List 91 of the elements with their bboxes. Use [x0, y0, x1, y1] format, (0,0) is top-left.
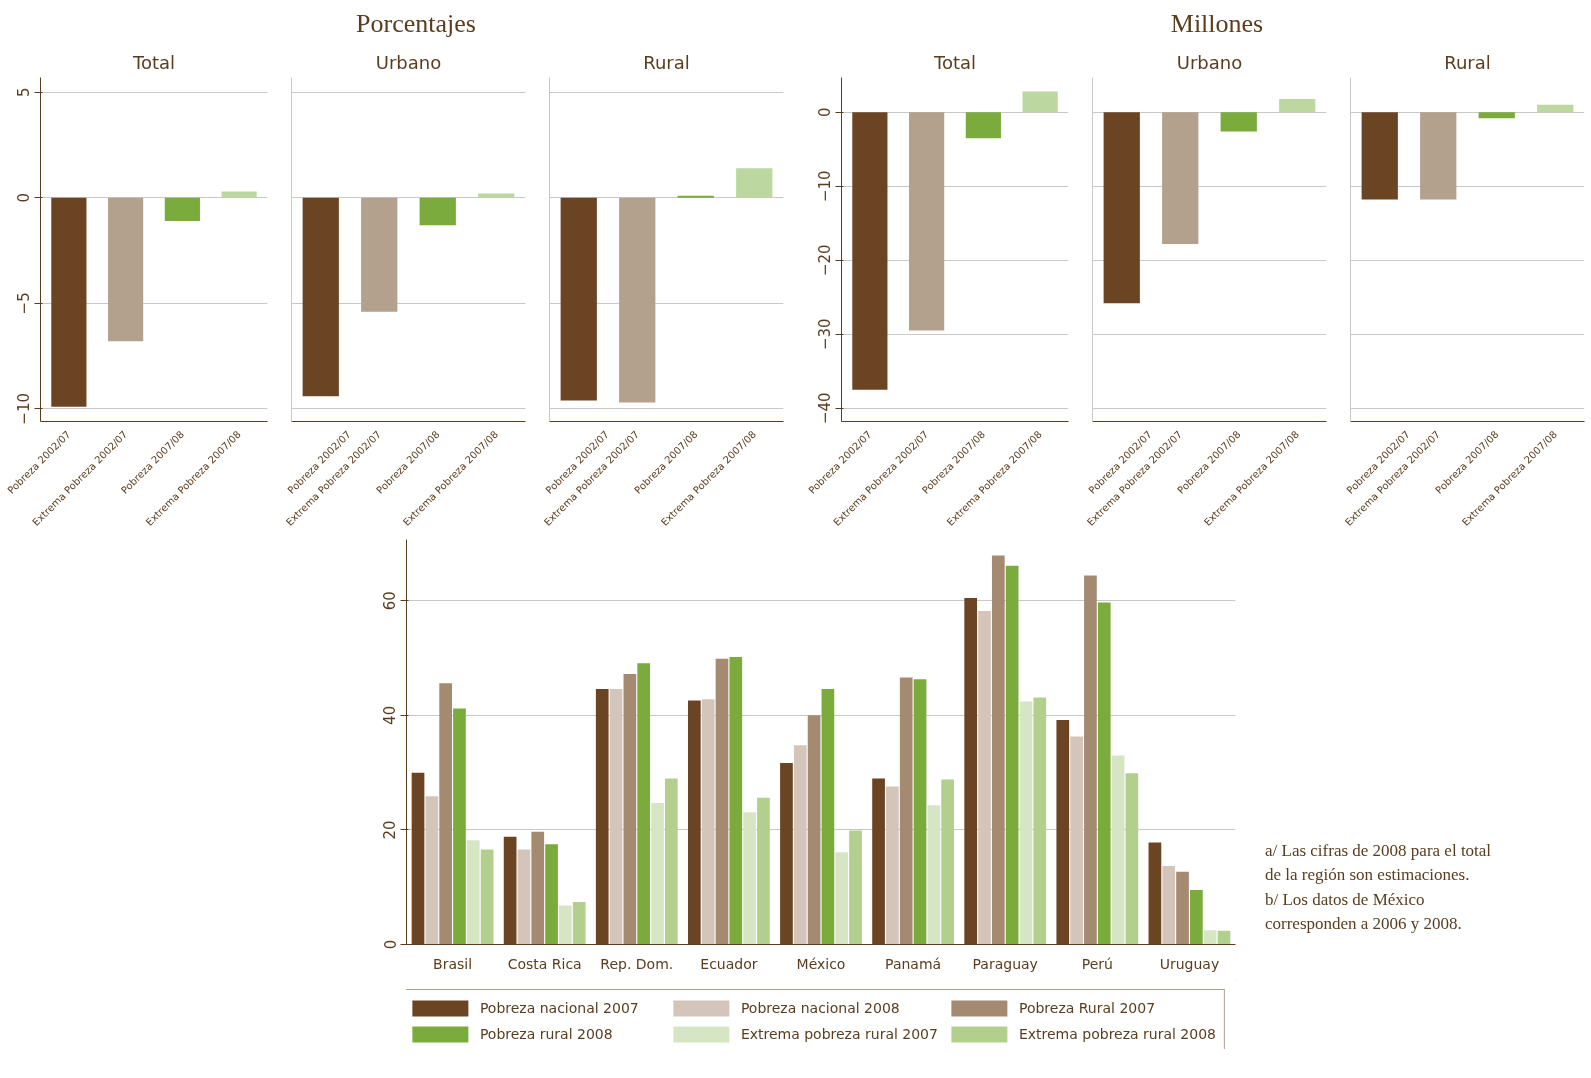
bar: [572, 902, 586, 945]
y-tick-label: 0: [15, 193, 34, 203]
bar: [886, 786, 899, 945]
chart-subtitle: Rural: [1444, 51, 1491, 73]
bar: [1203, 930, 1217, 945]
bar: [517, 849, 531, 945]
bar: [439, 683, 452, 945]
bar: [503, 836, 517, 945]
x-tick-label: Rep. Dom.: [600, 955, 674, 972]
bar: [899, 677, 913, 945]
bar: [1148, 842, 1162, 945]
bar: [466, 840, 480, 945]
bar: [1056, 719, 1070, 945]
bar: [664, 778, 678, 945]
y-tick-label: −20: [816, 244, 835, 277]
bar: [835, 852, 849, 945]
bar: [807, 715, 821, 945]
bar: [1019, 701, 1033, 945]
y-tick-label: 0: [816, 107, 835, 118]
bar: [1162, 866, 1176, 945]
legend-label: Extrema pobreza rural 2007: [740, 1026, 938, 1042]
legend-label: Pobreza Rural 2007: [1018, 1000, 1157, 1016]
bar: [780, 762, 793, 945]
bar: [701, 699, 715, 945]
y-tick-label: −5: [15, 292, 34, 315]
y-tick-label: −40: [816, 392, 835, 425]
x-tick-label: Costa Rica: [507, 955, 582, 972]
bar: [623, 674, 637, 945]
y-tick-label: 5: [15, 87, 34, 98]
x-tick-label: Ecuador: [700, 955, 758, 972]
text: b/ Los datos de México corresponden a 2006 y 2008.: [1265, 889, 1462, 933]
bar: [480, 849, 494, 945]
bar: [1070, 736, 1083, 945]
chart-subtitle: Urbano: [375, 51, 442, 73]
bar: [559, 905, 572, 945]
bar: [637, 663, 651, 945]
chart-subtitle: Rural: [643, 51, 690, 73]
bar: [872, 778, 885, 945]
bar: [743, 812, 756, 945]
chart-subtitle: Total: [131, 51, 176, 73]
bar: [1097, 602, 1111, 945]
bar: [964, 597, 978, 945]
bar: [1005, 565, 1019, 945]
bar: [849, 830, 862, 945]
y-tick-label: 40: [381, 705, 400, 725]
legend-label: Pobreza nacional 2007: [479, 1000, 640, 1016]
bar: [729, 656, 743, 945]
bar: [651, 803, 664, 945]
bar: [1111, 755, 1125, 945]
bar: [1033, 697, 1047, 945]
text: a/ Las cifras de 2008 para el total de la región son estimaciones.: [1265, 841, 1492, 885]
legend-label: Extrema pobreza rural 2008: [1018, 1026, 1216, 1042]
chart-title: Millones: [1170, 8, 1264, 40]
bar: [715, 658, 729, 945]
y-tick-label: 60: [381, 591, 400, 611]
bar: [531, 831, 545, 945]
bar: [411, 772, 425, 945]
legend-label: Pobreza nacional 2008: [740, 1000, 901, 1016]
y-tick-label: −10: [816, 170, 835, 203]
chart-title: Porcentajes: [356, 8, 476, 40]
x-tick-label: Brasil: [433, 955, 473, 972]
bar: [978, 611, 991, 945]
y-tick-label: 0: [381, 939, 400, 950]
bar: [453, 708, 466, 945]
y-tick-label: 20: [381, 820, 400, 840]
y-tick-label: −10: [15, 393, 34, 425]
bar: [609, 689, 623, 945]
bar: [1084, 575, 1097, 945]
bar: [1176, 871, 1189, 945]
bar: [821, 689, 835, 945]
x-tick-label: Paraguay: [972, 955, 1038, 972]
bar: [1190, 890, 1203, 945]
bar: [1125, 773, 1139, 945]
x-tick-label: Uruguay: [1159, 955, 1220, 972]
x-tick-label: Perú: [1081, 955, 1113, 972]
bar: [913, 679, 927, 945]
bar: [941, 779, 955, 945]
legend-label: Pobreza rural 2008: [479, 1026, 614, 1042]
chart-subtitle: Total: [932, 51, 977, 73]
bar: [991, 555, 1005, 945]
x-tick-label: México: [796, 955, 846, 972]
bar: [425, 796, 439, 945]
bar: [757, 797, 770, 945]
x-tick-label: Panamá: [885, 955, 942, 972]
bar: [687, 700, 701, 945]
bar: [793, 745, 807, 945]
bar: [927, 805, 941, 945]
bar: [595, 689, 609, 945]
chart-subtitle: Urbano: [1176, 51, 1243, 73]
bar: [545, 844, 558, 945]
y-tick-label: −30: [816, 318, 835, 351]
